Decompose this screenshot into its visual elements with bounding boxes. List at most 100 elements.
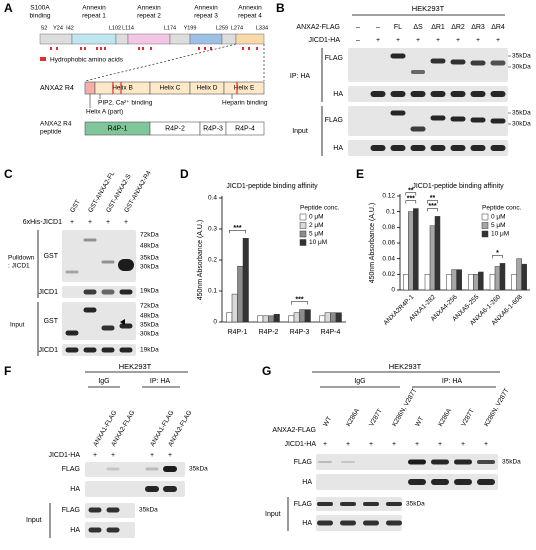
annotation: PIP2, Ca²⁺ binding xyxy=(98,100,153,107)
y-tick-label: 0.04 xyxy=(382,255,395,262)
legend-swatch xyxy=(481,222,489,229)
blot-band xyxy=(390,145,406,151)
blot-label: HA xyxy=(70,527,80,534)
blot-band xyxy=(106,507,120,513)
blot-band xyxy=(340,520,356,526)
size-marker: 48kDa xyxy=(140,313,159,320)
blot-band xyxy=(450,59,466,65)
legend-title: Peptide conc. xyxy=(300,205,340,212)
bar xyxy=(408,211,414,291)
group-label: Input xyxy=(26,517,42,524)
lane-label: + xyxy=(93,452,97,459)
blot-label: GST xyxy=(44,318,59,325)
blot-band xyxy=(390,110,406,116)
y-tick-label: 0.1 xyxy=(208,288,217,295)
blot-band xyxy=(119,347,133,353)
y-tick-label: 0.1 xyxy=(386,208,395,215)
domain-label: repeat 4 xyxy=(238,13,262,20)
bar xyxy=(403,274,409,291)
bar xyxy=(468,274,474,291)
size-marker: 35kDa xyxy=(502,459,521,466)
bar xyxy=(473,274,479,291)
legend-text: Hydrophobic amino acids xyxy=(50,57,124,64)
hydrophobic-mark xyxy=(236,82,238,94)
blot xyxy=(348,48,508,82)
blot-band xyxy=(430,91,446,97)
significance-bracket xyxy=(427,208,438,212)
zoom-line xyxy=(84,43,237,82)
legend-swatch xyxy=(299,213,307,221)
bar xyxy=(489,274,496,291)
group-label: Pulldown xyxy=(8,255,35,262)
blot xyxy=(316,474,498,490)
blot-band xyxy=(341,461,355,463)
blot-band xyxy=(363,520,379,526)
r4-label: ANXA2 R4 xyxy=(40,85,74,92)
y-tick-label: 0 xyxy=(213,319,217,326)
bar xyxy=(335,312,342,323)
blot-band xyxy=(411,70,425,74)
y-axis-label: 450nm Absorbance (A.U.) xyxy=(197,220,204,301)
blot-band xyxy=(386,520,402,526)
blot xyxy=(62,230,136,282)
domain-label: S100A xyxy=(30,5,50,12)
blot-band xyxy=(450,91,466,97)
lane-label: + xyxy=(111,452,115,459)
size-marker: 35kDa xyxy=(139,507,158,514)
cell-line: HEK293T xyxy=(389,362,422,371)
blot xyxy=(348,86,508,102)
lane-label: ΔR2 xyxy=(451,24,465,31)
hydrophobic-mark xyxy=(198,47,200,50)
bar xyxy=(237,265,244,323)
blot-label: FLAG xyxy=(325,55,343,62)
domain-segment xyxy=(169,33,191,45)
blot-band xyxy=(119,289,133,295)
lane-label: WT xyxy=(322,416,333,428)
y-tick-label: 0.2 xyxy=(208,257,217,264)
lane-label: + xyxy=(88,219,92,226)
blot-band xyxy=(363,502,379,506)
panel-letter: D xyxy=(180,167,189,181)
hydrophobic-mark xyxy=(248,47,250,50)
chart-title: JICD1-peptide binding affinity xyxy=(412,183,504,190)
significance-bracket xyxy=(405,192,417,196)
y-tick-label: 0.3 xyxy=(208,226,217,233)
blot-label: GST xyxy=(44,253,59,260)
bar xyxy=(516,258,522,291)
lane-label: ΔS xyxy=(413,24,423,31)
bar xyxy=(511,274,517,291)
bar xyxy=(257,315,264,323)
blot xyxy=(316,454,498,470)
legend-title: Peptide conc. xyxy=(482,205,522,212)
lane-label: + xyxy=(456,37,460,44)
hydrophobic-mark xyxy=(80,47,82,50)
hydrophobic-mark xyxy=(112,82,114,94)
blot-band xyxy=(477,460,495,464)
row-label: JICD1-HA xyxy=(284,441,316,448)
bar xyxy=(293,312,300,323)
blot xyxy=(62,286,136,298)
domain-label: Annexin xyxy=(82,5,106,12)
lane-label: – xyxy=(356,24,360,31)
annotation: Heparin binding xyxy=(222,100,268,107)
hydrophobic-mark xyxy=(204,47,206,50)
significance: *** xyxy=(428,203,436,210)
hydrophobic-mark xyxy=(210,47,212,50)
residue-label: L174 xyxy=(164,25,176,31)
blot-band xyxy=(83,238,97,242)
blot xyxy=(85,481,185,497)
bar xyxy=(451,269,457,291)
lane-label: + xyxy=(346,441,350,448)
group-label: IgG xyxy=(354,378,365,385)
significance: *** xyxy=(233,225,241,232)
lane-label: + xyxy=(436,37,440,44)
lane-label: + xyxy=(323,441,327,448)
blot-band xyxy=(410,145,426,151)
domain-label: binding xyxy=(30,13,51,20)
annotation: Helix A (part) xyxy=(86,109,123,116)
domain-label: repeat 1 xyxy=(82,13,106,20)
significance: *** xyxy=(407,195,415,202)
blot-band xyxy=(470,145,486,151)
blot-band xyxy=(470,91,486,97)
